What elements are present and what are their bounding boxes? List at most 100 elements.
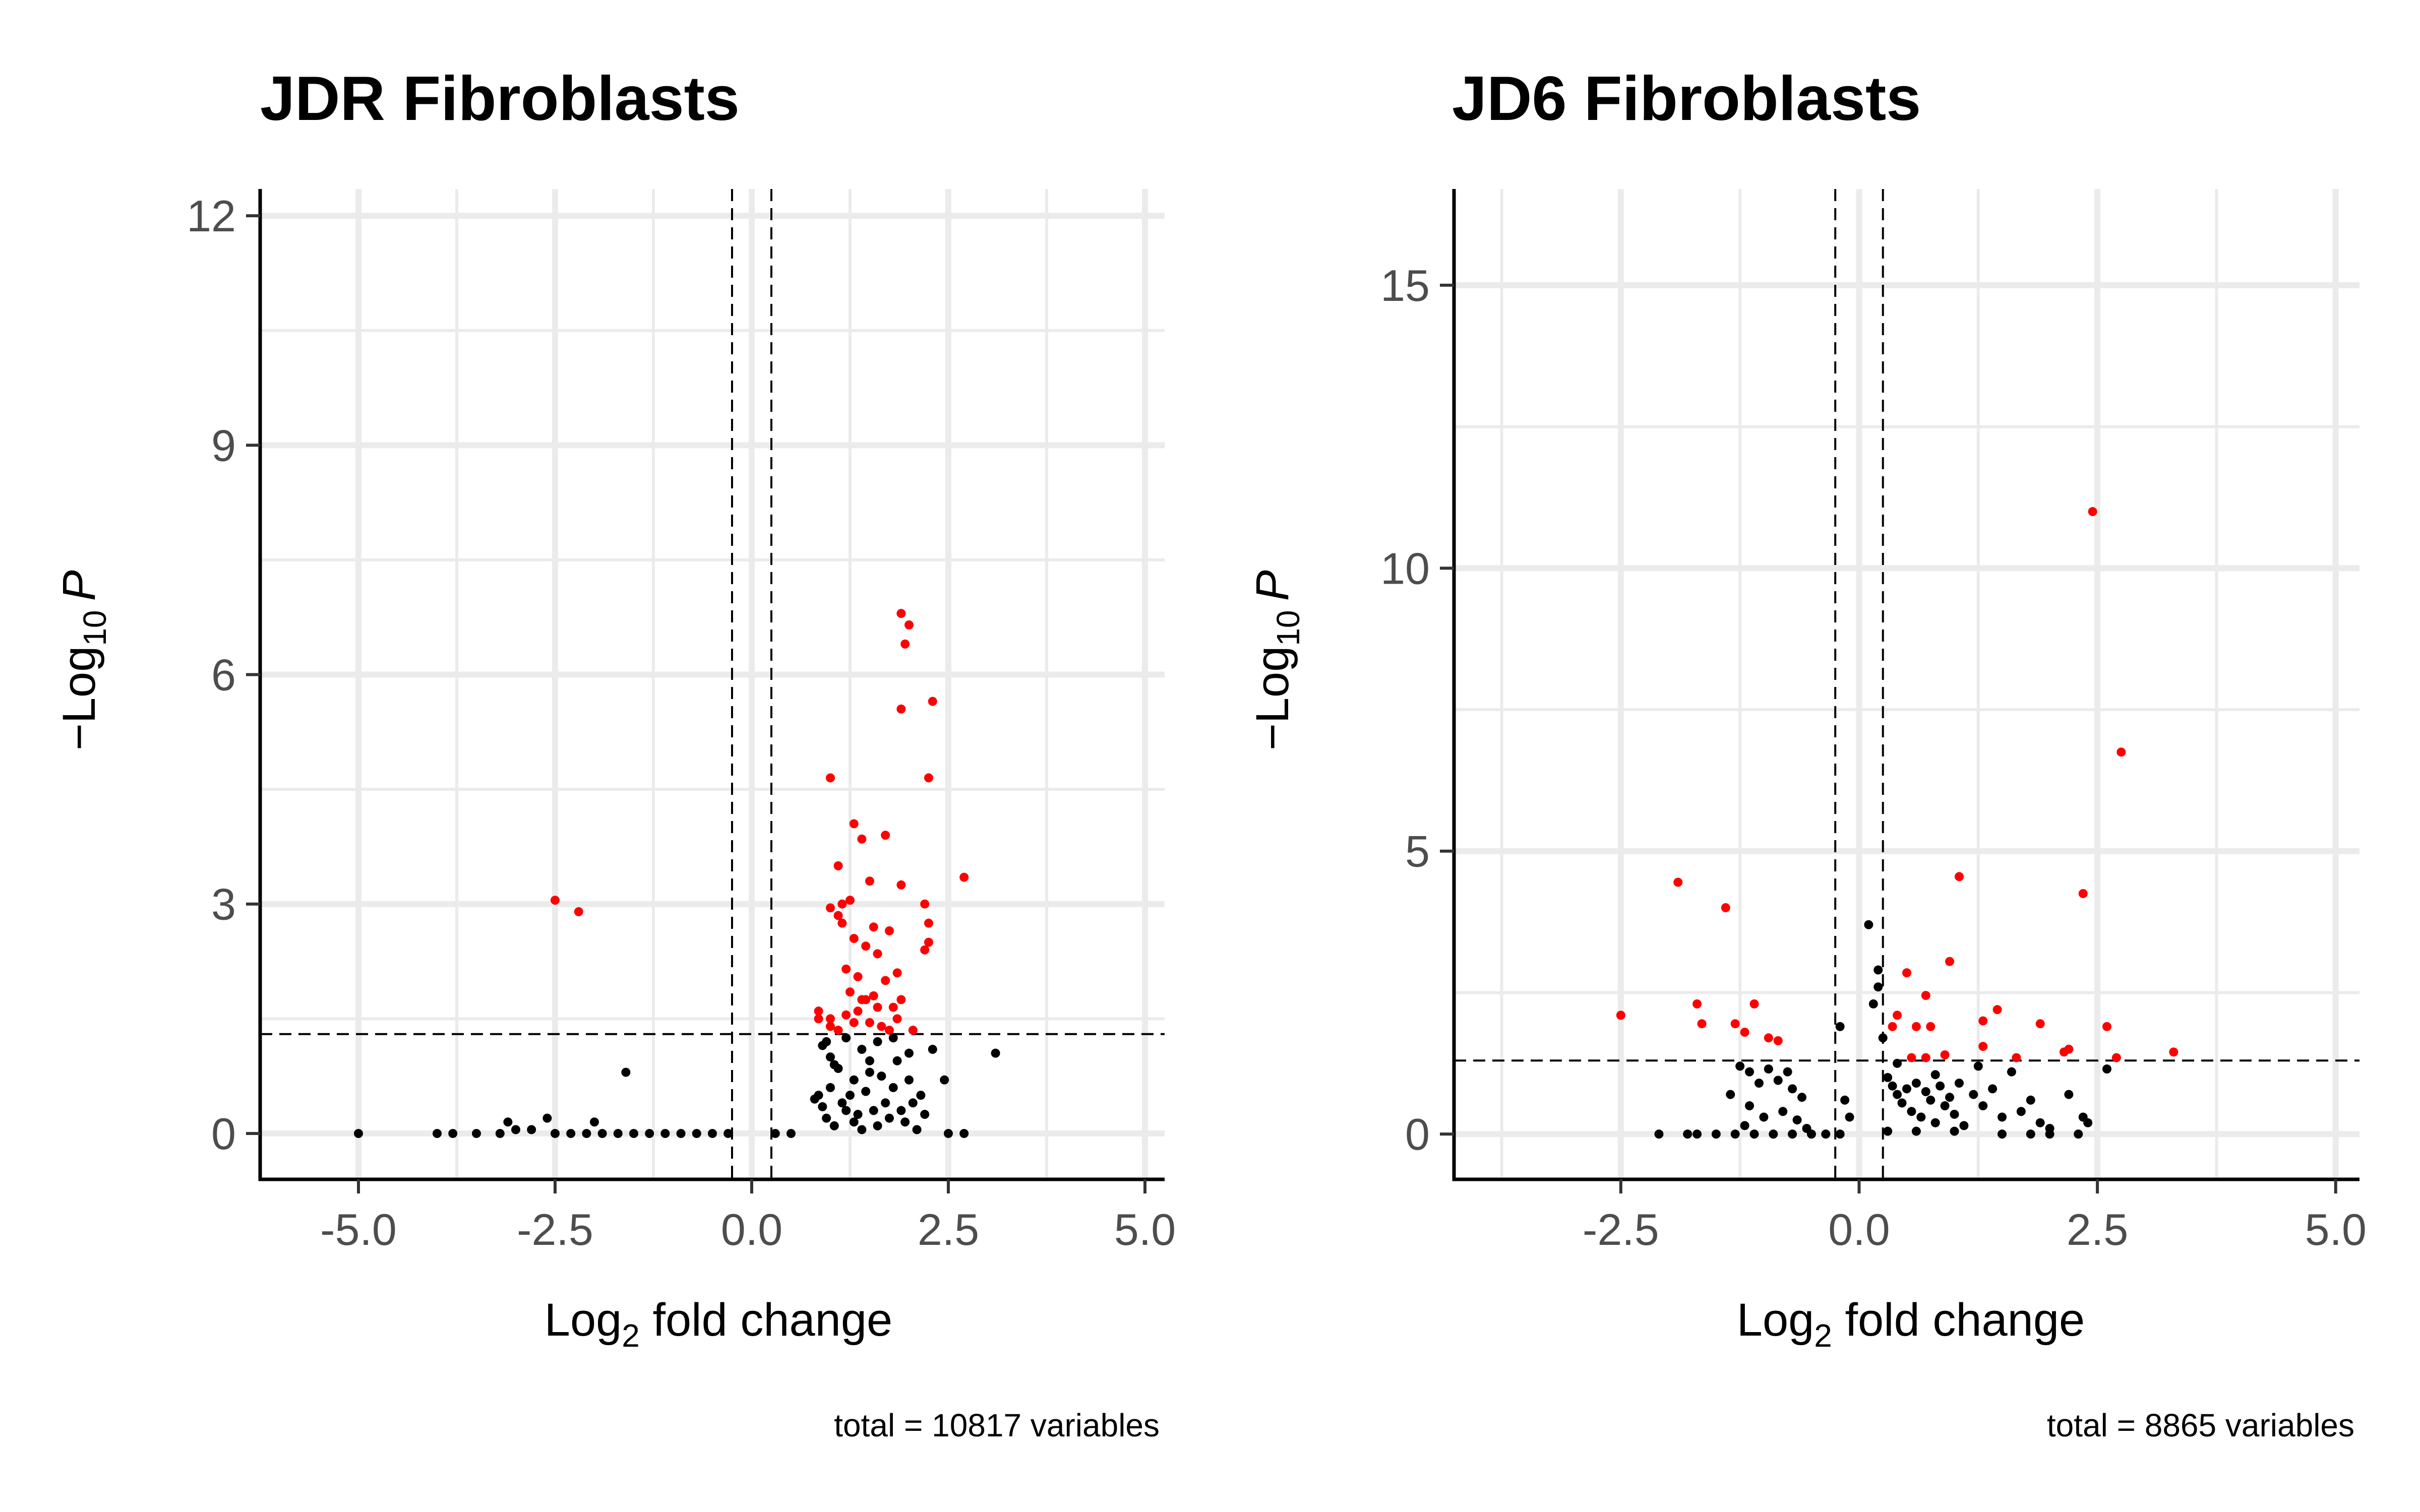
significant-point [1692, 999, 1702, 1009]
significant-point [885, 926, 894, 935]
ns-point [527, 1125, 536, 1135]
significant-point [826, 1022, 835, 1031]
ns-point [1711, 1129, 1721, 1139]
volcano-panel-jd6: JD6 Fibroblasts -2.5 0.0 2.5 5.0 0 5 10 15 Log… [1247, 64, 2367, 1443]
significant-point [1945, 957, 1955, 966]
ns-point [1788, 1084, 1797, 1094]
y-tick-label: 6 [211, 650, 236, 700]
significant-point [1673, 877, 1683, 887]
ns-point [904, 1075, 914, 1085]
ns-point [818, 1102, 827, 1111]
ns-point [1940, 1101, 1950, 1111]
ns-point [1954, 1079, 1964, 1088]
ns-point [1893, 1090, 1902, 1099]
ns-point [2045, 1129, 2054, 1139]
ns-point [912, 1125, 922, 1135]
ns-point [888, 1083, 898, 1092]
ns-point [1911, 1126, 1921, 1136]
axes [1440, 189, 2360, 1193]
ns-point [892, 1056, 902, 1065]
volcano-panel-jdr: JDR Fibroblasts -5.0 -2.5 0.0 2.5 5.0 0 3 6 9 12… [53, 64, 1176, 1443]
ns-point [1959, 1121, 1969, 1130]
ns-point [1926, 1095, 1935, 1105]
ns-point [1749, 1129, 1759, 1139]
ns-point [1873, 982, 1883, 992]
significant-point [2059, 1047, 2069, 1057]
ns-point [2035, 1118, 2045, 1127]
x-tick-label: 2.5 [918, 1205, 979, 1254]
significant-point [1721, 903, 1730, 913]
ns-point [908, 1098, 918, 1108]
ns-point [959, 1128, 969, 1138]
significant-point [1978, 1042, 1988, 1051]
ns-point [853, 1110, 863, 1119]
ns-point [1998, 1112, 2007, 1122]
ns-point [1950, 1126, 1959, 1136]
ns-point [566, 1128, 576, 1138]
y-tick-label: 0 [211, 1109, 236, 1159]
ns-point [904, 1048, 914, 1058]
significant-point [924, 937, 933, 947]
ns-point [873, 1121, 882, 1130]
x-axis-label-subscript: 2 [1814, 1317, 1832, 1354]
ns-point [2007, 1067, 2016, 1077]
significant-point [826, 903, 835, 913]
ns-point [1998, 1129, 2007, 1139]
ns-point [448, 1128, 458, 1138]
ns-point [916, 1091, 926, 1100]
ns-point [885, 1113, 894, 1123]
ns-point [433, 1128, 442, 1138]
variables-caption: total = 8865 variables [2047, 1407, 2354, 1443]
x-axis-label-base: Log [544, 1294, 622, 1346]
significant-point [1773, 1036, 1783, 1045]
ns-point [1802, 1123, 1811, 1133]
ns-point [1897, 1098, 1907, 1108]
significant-point [877, 1022, 886, 1031]
data-points [1616, 507, 2179, 1139]
ns-point [582, 1128, 591, 1138]
ns-point [857, 1125, 867, 1135]
ns-point [1735, 1061, 1745, 1071]
significant-point [1978, 1016, 1988, 1026]
significant-point [881, 976, 890, 985]
ns-point [826, 1052, 835, 1062]
significant-point [845, 987, 855, 997]
ns-point [1973, 1061, 1983, 1071]
significant-point [2102, 1022, 2112, 1031]
significant-point [865, 1018, 874, 1027]
y-axis-label-subscript: 10 [77, 610, 113, 646]
ns-point [829, 1121, 839, 1130]
ns-point [822, 1113, 831, 1123]
ns-point [1988, 1084, 1998, 1094]
ns-point [590, 1117, 599, 1127]
ns-point [1835, 1022, 1845, 1031]
ns-point [1945, 1093, 1955, 1102]
ns-point [1916, 1112, 1926, 1122]
significant-point [1730, 1019, 1740, 1029]
ns-point [826, 1083, 835, 1092]
significant-point [837, 899, 847, 909]
ns-point [877, 1072, 886, 1081]
significant-point [2116, 747, 2126, 757]
significant-point [908, 1026, 918, 1035]
ns-point [2074, 1129, 2083, 1139]
significant-point [849, 1018, 859, 1027]
ns-point [1730, 1129, 1740, 1139]
significant-point [888, 1002, 898, 1012]
ns-point [1969, 1090, 1978, 1099]
y-tick-labels: 0 5 10 15 [1380, 261, 1430, 1159]
significant-point [857, 995, 867, 1004]
significant-point [873, 949, 882, 959]
significant-point [845, 896, 855, 905]
ns-point [1930, 1070, 1940, 1080]
significant-point [2035, 1019, 2045, 1029]
ns-point [869, 1106, 878, 1115]
y-axis-label-p: P [53, 570, 105, 601]
ns-point [2016, 1107, 2026, 1116]
significant-point [841, 964, 851, 974]
ns-point [849, 1117, 859, 1127]
ns-point [818, 1041, 827, 1050]
x-tick-label: -2.5 [517, 1205, 593, 1254]
significant-point [920, 899, 930, 909]
